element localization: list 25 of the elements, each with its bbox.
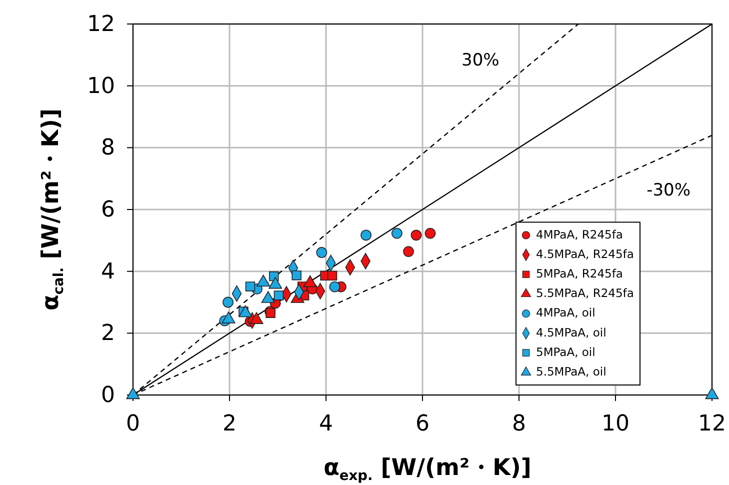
legend-label: 4MPaA, R245fa xyxy=(536,227,623,242)
legend-label: 5.5MPaA, R245fa xyxy=(536,286,634,300)
legend-label: 4MPaA, oil xyxy=(536,306,596,320)
y-tick-label: 0 xyxy=(101,383,115,408)
x-tick-label: 6 xyxy=(416,412,430,437)
legend-label: 4.5MPaA, oil xyxy=(536,325,606,340)
x-tick-label: 12 xyxy=(698,412,726,437)
x-tick-label: 8 xyxy=(512,412,526,437)
y-tick-label: 2 xyxy=(101,321,115,346)
y-tick-label: 6 xyxy=(101,198,115,223)
x-tick-label: 0 xyxy=(126,412,140,437)
x-tick-label: 4 xyxy=(319,412,333,437)
legend-label: 5MPaA, R245fa xyxy=(536,266,623,281)
legend-label: 4.5MPaA, R245fa xyxy=(536,246,634,261)
y-tick-label: 12 xyxy=(87,12,115,38)
annotation: -30% xyxy=(646,180,691,201)
legend-label: 5MPaA, oil xyxy=(536,344,596,359)
x-tick-label: 2 xyxy=(222,412,236,437)
y-tick-label: 10 xyxy=(87,74,115,99)
y-tick-label: 8 xyxy=(101,136,115,161)
x-axis-title: α$_{exp.}$ [W/(m²・K)] xyxy=(324,455,532,484)
legend-label: 5.5MPaA, oil xyxy=(536,364,606,379)
annotation: 30% xyxy=(462,50,500,71)
x-tick-label: 10 xyxy=(602,412,630,437)
y-tick-label: 4 xyxy=(101,259,115,284)
